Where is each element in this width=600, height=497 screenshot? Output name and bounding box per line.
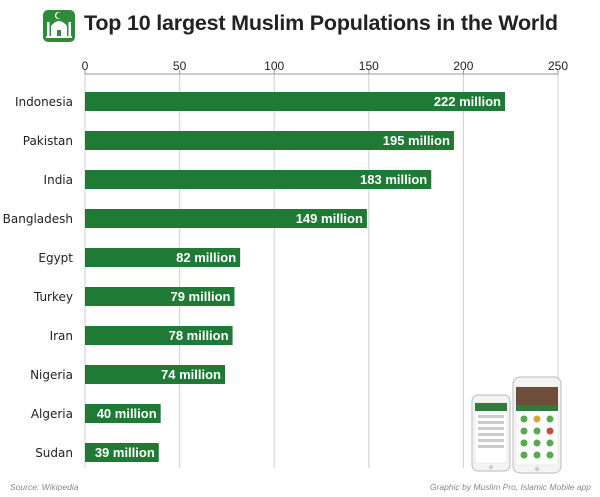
tick-label: 50 — [173, 59, 187, 73]
tick-label: 150 — [359, 59, 379, 73]
bar — [85, 326, 233, 345]
credit-note: Graphic by Muslim Pro, Islamic Mobile ap… — [429, 482, 591, 492]
data-label: 222 million — [434, 94, 501, 109]
bar — [85, 209, 367, 228]
tick-label: 0 — [82, 59, 89, 73]
bar — [85, 287, 235, 306]
data-label: 149 million — [296, 211, 363, 226]
source-note: Source: Wikipedia — [10, 482, 79, 492]
mosque-icon — [43, 10, 75, 42]
chart-title: Top 10 largest Muslim Populations in the… — [84, 11, 558, 35]
category-label: Pakistan — [23, 134, 73, 148]
data-label: 39 million — [95, 445, 155, 460]
data-label: 79 million — [170, 289, 230, 304]
x-axis: 0 50 100 150 200 250 — [82, 59, 568, 75]
bar — [85, 131, 454, 150]
bars: 222 million 195 million 183 million 149 mil… — [85, 92, 506, 462]
tick-label: 200 — [453, 59, 473, 73]
bar — [85, 443, 159, 462]
phone-app-screenshots — [470, 375, 570, 475]
data-label: 82 million — [176, 250, 236, 265]
tick-label: 250 — [548, 59, 568, 73]
data-label: 78 million — [169, 328, 229, 343]
bar-chart: 0 50 100 150 200 250 222 million 195 million 18… — [3, 59, 568, 468]
category-label: Egypt — [38, 251, 73, 265]
category-label: Algeria — [31, 407, 73, 421]
category-label: Nigeria — [30, 368, 73, 382]
category-label: Indonesia — [15, 95, 73, 109]
data-label: 195 million — [383, 133, 450, 148]
category-label: Iran — [50, 329, 73, 343]
bar — [85, 404, 161, 423]
category-label: Bangladesh — [3, 212, 73, 226]
bar — [85, 248, 241, 267]
data-label: 183 million — [360, 172, 427, 187]
data-label: 74 million — [161, 367, 221, 382]
category-label: Sudan — [35, 446, 73, 460]
bar — [85, 92, 506, 111]
tick-label: 100 — [264, 59, 284, 73]
data-label: 40 million — [97, 406, 157, 421]
category-labels: Indonesia Pakistan India Bangladesh Egypt Tur… — [3, 95, 74, 460]
bar — [85, 170, 432, 189]
bar — [85, 365, 226, 384]
category-label: India — [44, 173, 73, 187]
category-label: Turkey — [33, 290, 73, 304]
chart-header: Top 10 largest Muslim Populations in the… — [0, 0, 600, 50]
